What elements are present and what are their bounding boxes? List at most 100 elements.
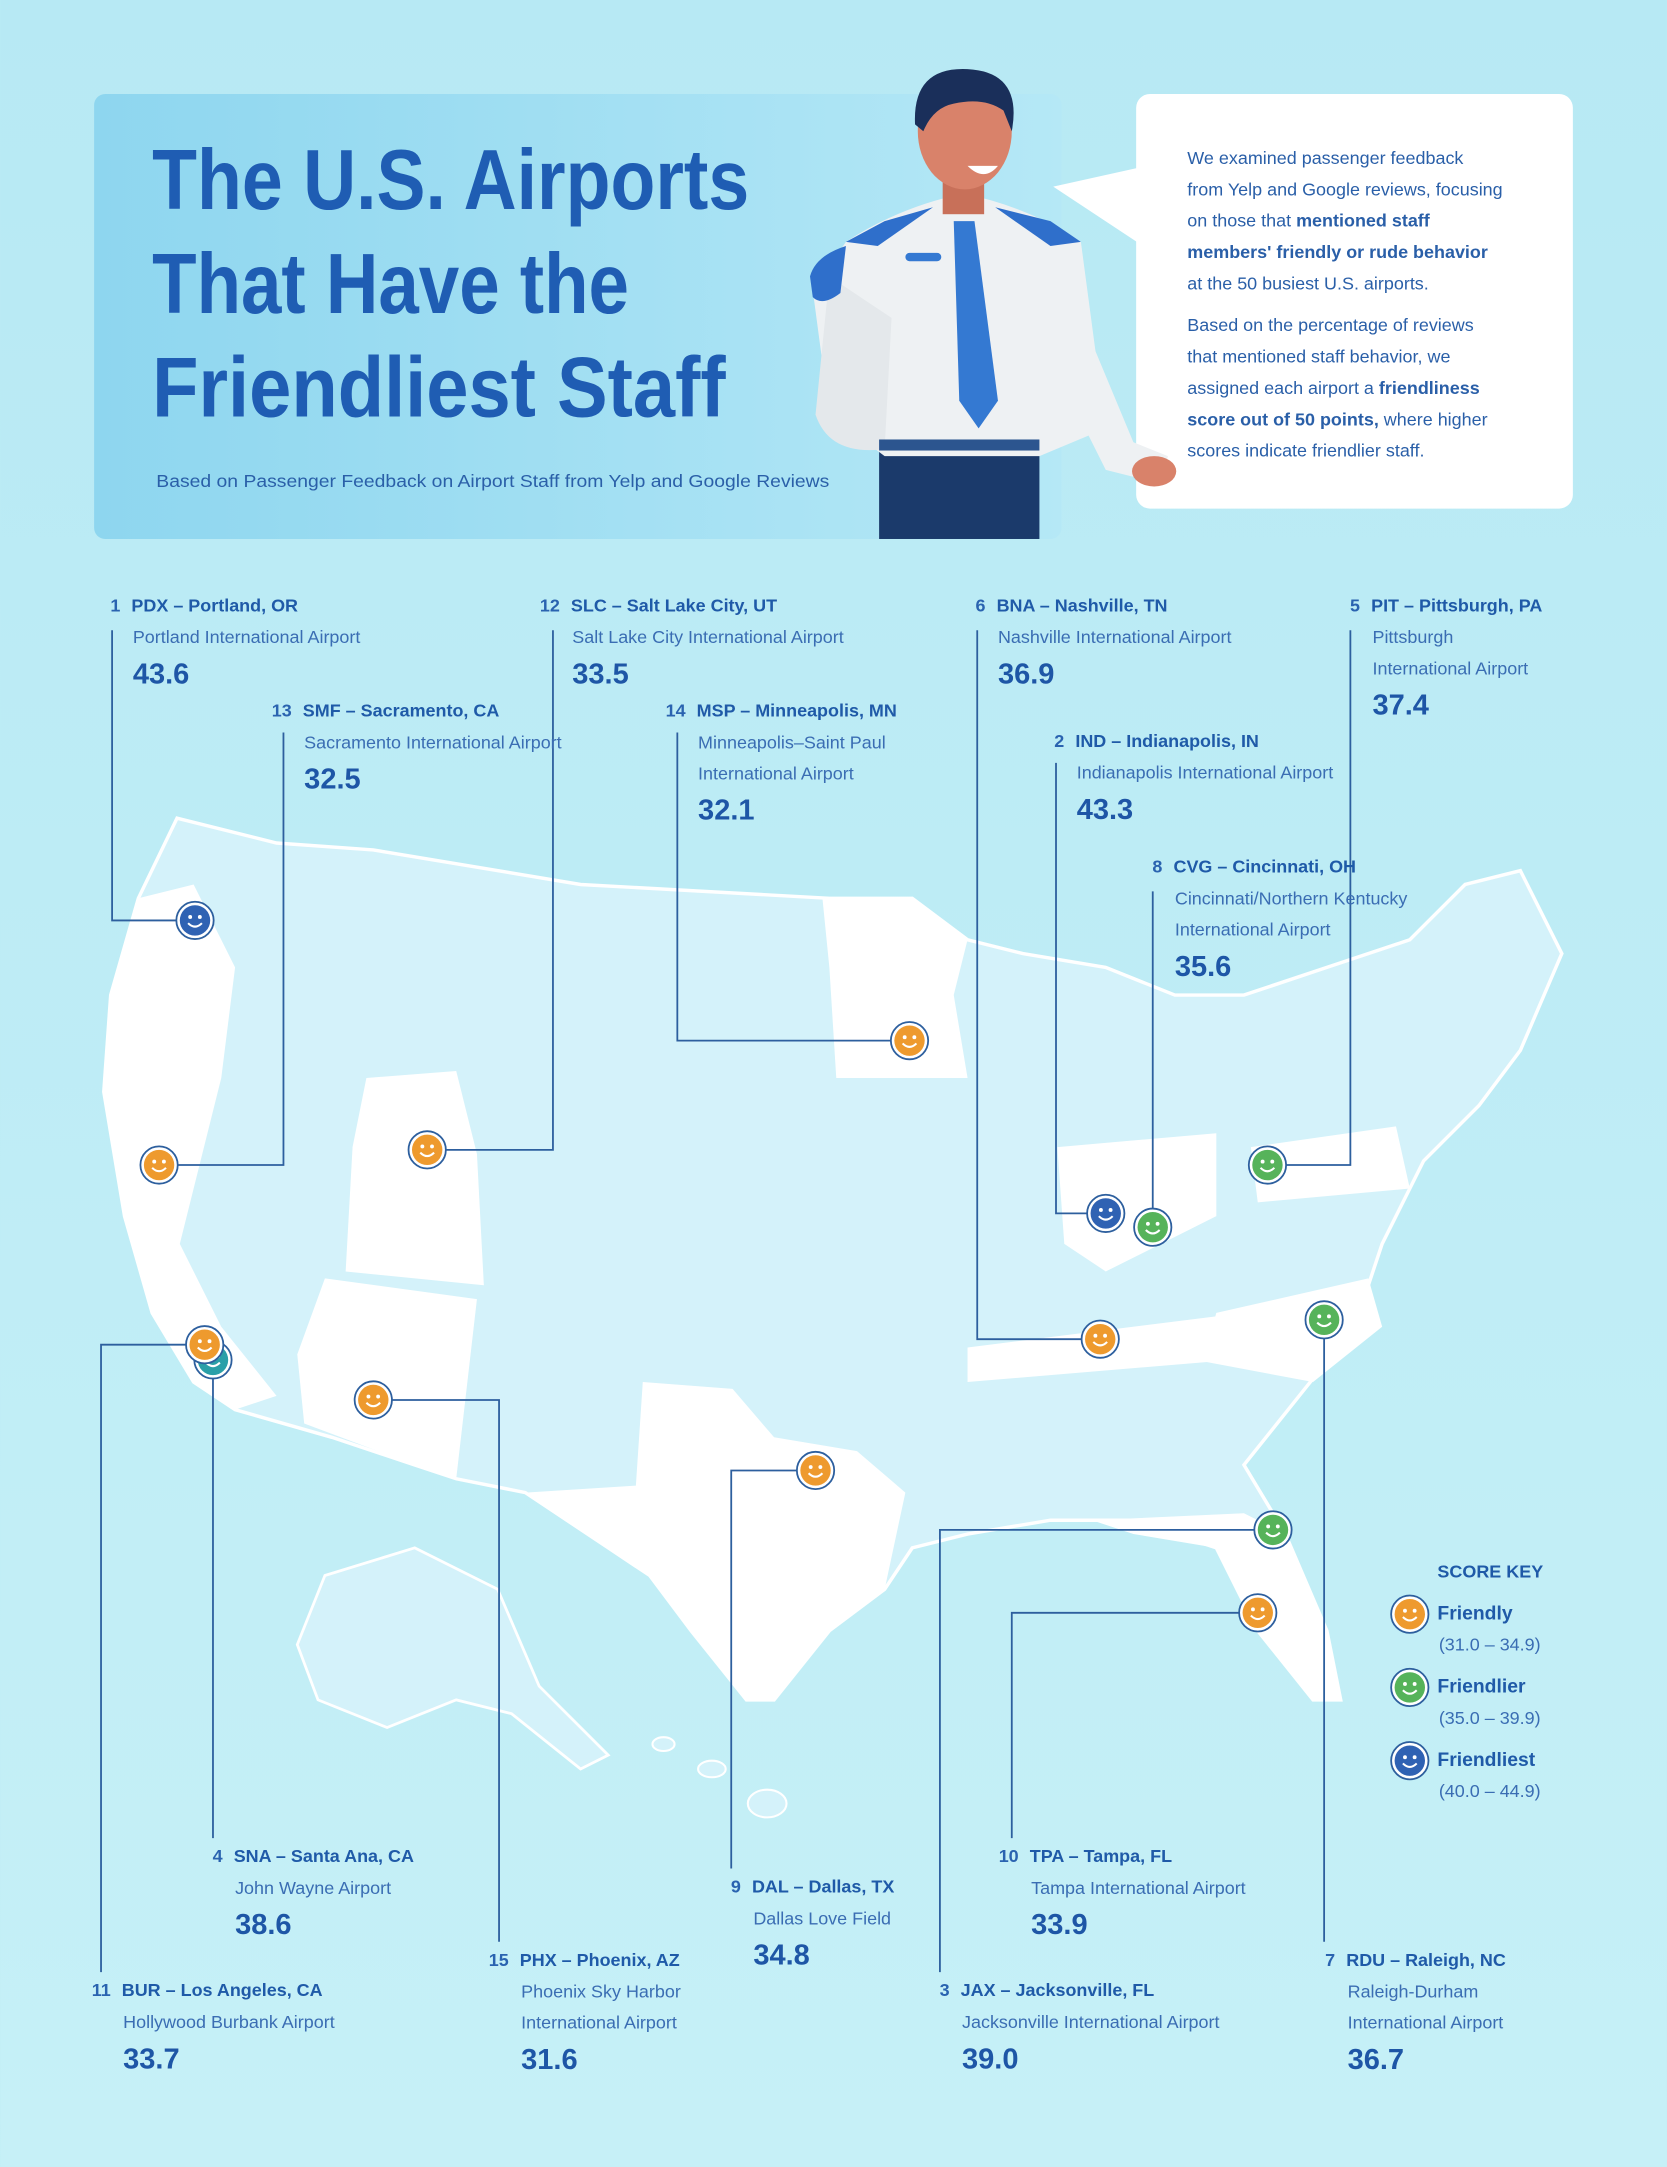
marker-face (411, 1134, 443, 1166)
marker-eye (1412, 1682, 1417, 1686)
marker-face (143, 1149, 175, 1181)
airport-label: 5 PIT – Pittsburgh, PA Pittsburgh Internati… (1350, 595, 1542, 721)
marker-eye (912, 1035, 917, 1040)
score: 36.9 (998, 658, 1054, 690)
subtitle: Based on Passenger Feedback on Airport S… (156, 471, 829, 491)
airport-name: Cincinnati/Northern Kentucky (1175, 888, 1408, 908)
markers (139, 900, 1344, 1633)
rank: 2 (1054, 731, 1064, 751)
marker-face (358, 1384, 389, 1416)
epaulette (810, 245, 846, 302)
description-line: scores indicate friendlier staff. (1187, 440, 1424, 460)
description-text: Based on the percentage of reviews (1187, 315, 1473, 335)
key-icon (1390, 1594, 1430, 1634)
rank: 3 (940, 1980, 950, 2000)
marker-smile (1259, 1167, 1276, 1173)
rank: 8 (1152, 857, 1162, 877)
airport-name: International Airport (1175, 920, 1331, 940)
hawaii (746, 1788, 788, 1819)
tie (953, 221, 998, 429)
rank: 5 (1350, 595, 1360, 615)
highlight-utah (345, 1071, 484, 1286)
marker-eye (1093, 1333, 1098, 1338)
marker-eye (1327, 1314, 1331, 1319)
marker-smile (901, 1042, 918, 1048)
highlight-minnesota (822, 898, 968, 1078)
airport-label: 7 RDU – Raleigh, NC Raleigh-Durham Internat… (1325, 1950, 1506, 2076)
pants (879, 442, 1040, 539)
leader-line (976, 630, 1101, 1341)
airport-label: 3 JAX – Jacksonville, FL Jacksonville Inte… (940, 1980, 1220, 2075)
leader-line (159, 732, 285, 1166)
marker-eye (1403, 1608, 1407, 1613)
marker-eye (430, 1144, 434, 1149)
key-icon (1390, 1741, 1430, 1781)
marker-eye (1275, 1524, 1280, 1529)
score: 36.7 (1348, 2044, 1404, 2076)
description-text: We examined passenger feedback (1187, 148, 1463, 168)
score: 33.5 (572, 658, 628, 690)
score: 32.1 (698, 795, 754, 827)
airport-name: Nashville International Airport (998, 627, 1232, 647)
score: 32.5 (304, 764, 360, 796)
highlight-florida (1091, 1513, 1341, 1700)
rank: 11 (92, 1980, 111, 2000)
description-text: scores indicate friendlier staff. (1187, 440, 1424, 460)
code-city: SNA – Santa Ana, CA (234, 1846, 414, 1866)
collar (845, 207, 934, 246)
marker-face (189, 1329, 220, 1360)
marker-eye (376, 1394, 381, 1399)
airport-marker (1253, 1510, 1293, 1550)
airport-marker (1080, 1319, 1120, 1359)
marker-face (1085, 1323, 1116, 1355)
score: 35.6 (1175, 951, 1231, 983)
leader-line (1010, 1611, 1258, 1839)
code-city: TPA – Tampa, FL (1030, 1846, 1172, 1866)
code-city: PIT – Pittsburgh, PA (1371, 595, 1542, 615)
score: 43.3 (1077, 794, 1133, 826)
airport-name: International Airport (698, 763, 854, 783)
marker-smile (1098, 1215, 1114, 1221)
airport-label: 1 PDX – Portland, OR Portland Internationa… (110, 595, 360, 690)
airport-marker (175, 900, 215, 940)
airport-marker (1247, 1145, 1288, 1185)
rank: 10 (999, 1846, 1019, 1866)
key-label: Friendlier (1437, 1676, 1526, 1698)
marker-eye (902, 1035, 907, 1040)
airport-label: 9 DAL – Dallas, TX Dallas Love Field 34.8 (731, 1877, 894, 1972)
airport-name: Sacramento International Airport (304, 732, 561, 752)
hair (914, 68, 1014, 132)
airport-name: Dallas Love Field (753, 1908, 891, 1928)
key-title: SCORE KEY (1437, 1561, 1543, 1581)
marker-eye (1270, 1159, 1275, 1164)
airport-name: International Airport (1348, 2013, 1504, 2033)
rank: 13 (272, 700, 292, 720)
airport-name: Portland International Airport (133, 627, 361, 647)
airport-label: 15 PHX – Phoenix, AZ Phoenix Sky Harbor Int… (489, 1950, 681, 2076)
speech-bubble (1136, 93, 1573, 509)
airport-label: 4 SNA – Santa Ana, CA John Wayne Airport 38… (213, 1846, 414, 1941)
key-label: Friendliest (1437, 1749, 1535, 1771)
marker-eye (1266, 1524, 1271, 1529)
airport-labels: 1 PDX – Portland, OR Portland Internationa… (92, 595, 1543, 2075)
highlight-west (103, 884, 277, 1410)
marker-eye (207, 1339, 212, 1344)
description-line: at the 50 busiest U.S. airports. (1187, 273, 1429, 293)
description-text: friendliness (1379, 378, 1480, 398)
marker-smile (365, 1401, 381, 1408)
score-key: SCORE KEY Friendly (31.0 – 34.9) Friendlier… (1390, 1561, 1543, 1801)
hand (1132, 456, 1177, 487)
left-arm (815, 276, 892, 451)
marker-eye (818, 1465, 823, 1469)
code-city: SLC – Salt Lake City, UT (571, 595, 777, 615)
score: 39.0 (962, 2043, 1018, 2075)
marker-smile (1145, 1229, 1161, 1235)
airport-name: Pittsburgh (1372, 627, 1453, 647)
airport-name: International Airport (521, 2013, 677, 2033)
description-line: on those that mentioned staff (1187, 210, 1430, 230)
airport-label: 14 MSP – Minneapolis, MN Minneapolis–Saint… (666, 700, 897, 826)
marker-eye (197, 915, 202, 919)
code-city: BUR – Los Angeles, CA (122, 1980, 323, 2000)
